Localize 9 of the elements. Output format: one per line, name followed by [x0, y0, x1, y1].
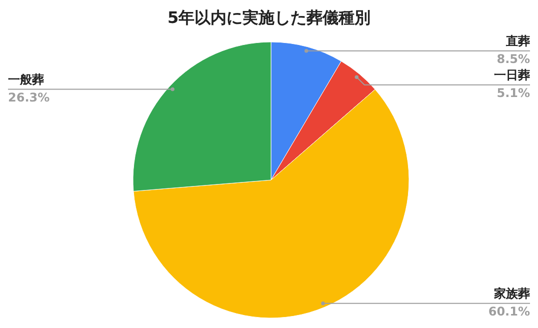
- data-label: 60.1%: [488, 304, 530, 318]
- data-label: 5.1%: [496, 86, 530, 100]
- slice-label: 一日葬: [494, 68, 530, 82]
- slice-label: 一般葬: [8, 72, 44, 86]
- slice-label: 直葬: [505, 34, 530, 48]
- data-label: 26.3%: [8, 90, 50, 104]
- slice-label: 家族葬: [493, 286, 530, 300]
- chart-title: 5年以内に実施した葬儀種別: [167, 8, 371, 27]
- data-label: 8.5%: [496, 52, 530, 66]
